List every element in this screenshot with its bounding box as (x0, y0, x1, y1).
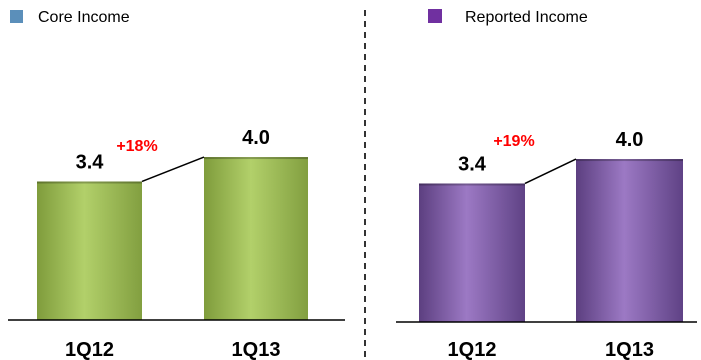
reported-tick-label-1q13: 1Q13 (605, 339, 654, 360)
core-tick-label-1q12: 1Q12 (65, 339, 114, 360)
core-growth-label: +18% (116, 138, 157, 155)
core-bar-1q13 (204, 157, 308, 320)
reported-bar-1q12 (419, 183, 525, 322)
reported-tick-label-1q12: 1Q12 (448, 339, 497, 360)
reported-bar-1q13 (576, 159, 683, 322)
reported-growth-label: +19% (493, 133, 534, 150)
reported-income-panel: Reported Income 3.4 1Q12 4.0 1Q13 +19% (396, 9, 697, 360)
core-tick-label-1q13: 1Q13 (232, 339, 281, 360)
core-income-panel: Core Income 3.4 1Q12 4.0 1Q13 +18% (8, 9, 345, 360)
core-growth-connector (141, 156, 205, 183)
reported-income-legend-swatch (428, 9, 442, 23)
reported-growth-connector (524, 158, 577, 185)
reported-value-label-1q12: 3.4 (458, 153, 487, 175)
core-bar-1q12 (37, 181, 142, 320)
reported-value-label-1q13: 4.0 (616, 129, 644, 151)
reported-income-legend-label: Reported Income (465, 9, 588, 26)
core-value-label-1q13: 4.0 (242, 127, 270, 149)
core-value-label-1q12: 3.4 (76, 151, 105, 173)
core-income-legend-swatch (10, 10, 23, 23)
core-income-legend-label: Core Income (38, 9, 130, 26)
